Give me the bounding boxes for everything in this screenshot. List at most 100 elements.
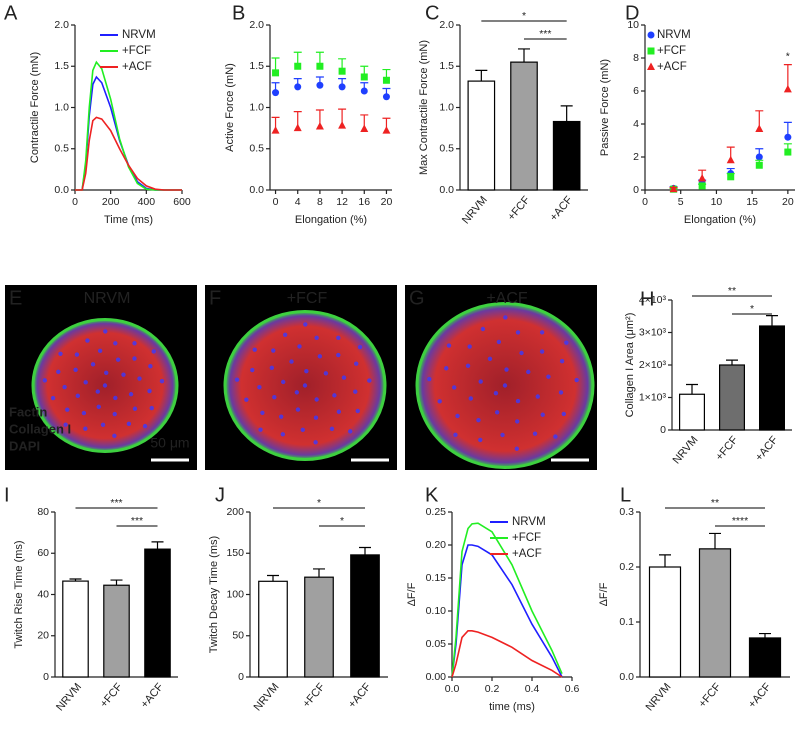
- significance-label: *: [522, 10, 526, 22]
- nucleus: [260, 410, 265, 415]
- y-tick-label: 0.5: [249, 143, 264, 155]
- bar: [350, 554, 380, 678]
- significance-label: **: [728, 285, 736, 297]
- nucleus: [149, 405, 154, 411]
- y-tick-label: 0.0: [619, 671, 634, 683]
- x-tick-label: +FCF: [713, 434, 740, 463]
- marker: [272, 89, 280, 97]
- nucleus: [83, 426, 88, 431]
- nucleus: [336, 335, 341, 341]
- y-tick-label: 0.00: [426, 671, 447, 683]
- nucleus: [559, 359, 565, 364]
- marker: [315, 121, 324, 130]
- image-title: +ACF: [486, 290, 528, 307]
- panel-label: C: [425, 2, 439, 24]
- x-tick-label: 20: [782, 196, 794, 208]
- marker: [294, 83, 302, 91]
- x-tick-label: NRVM: [460, 194, 490, 226]
- panel-label: J: [215, 484, 225, 506]
- y-tick-label: 1.0: [249, 101, 264, 113]
- nucleus: [355, 408, 360, 414]
- nucleus: [137, 376, 142, 381]
- error-bar: [659, 554, 671, 567]
- nucleus: [151, 349, 156, 354]
- x-tick-label: 16: [358, 196, 370, 208]
- bar: [62, 580, 89, 678]
- nucleus: [329, 426, 335, 431]
- error-bar: [69, 578, 82, 582]
- nucleus: [112, 433, 117, 438]
- x-tick-label: 0: [642, 196, 648, 208]
- nucleus: [353, 389, 358, 394]
- marker: [698, 173, 707, 182]
- nucleus: [503, 315, 508, 320]
- nucleus: [63, 422, 68, 427]
- line-series: [75, 116, 182, 191]
- nucleus: [314, 335, 319, 341]
- nucleus: [271, 348, 276, 353]
- nucleus: [546, 374, 551, 379]
- marker: [698, 182, 706, 190]
- panel-label: A: [4, 2, 18, 24]
- x-tick-label: 10: [711, 196, 723, 208]
- y-axis-label: Active Force (mN): [224, 63, 236, 152]
- nucleus: [103, 329, 108, 334]
- legend-label: NRVM: [122, 29, 156, 41]
- panel-label: H: [640, 288, 654, 310]
- nucleus: [147, 388, 152, 394]
- x-tick-label: 15: [746, 196, 758, 208]
- nucleus: [357, 344, 363, 350]
- y-tick-label: 0.0: [249, 184, 264, 196]
- nucleus: [453, 432, 458, 437]
- nucleus: [451, 385, 457, 390]
- legend-label: +ACF: [657, 61, 687, 73]
- marker: [647, 62, 655, 70]
- y-tick-label: 0: [660, 424, 666, 436]
- y-tick-label: 0.1: [619, 616, 634, 628]
- x-axis-label: time (ms): [489, 701, 535, 713]
- y-tick-label: 4×10³: [639, 294, 667, 306]
- y-tick-label: 2×10³: [639, 359, 667, 371]
- marker: [726, 155, 735, 164]
- x-tick-label: +FCF: [696, 681, 723, 710]
- x-tick-label: NRVM: [252, 681, 282, 713]
- panel-label: G: [409, 287, 425, 309]
- marker: [360, 124, 369, 132]
- bar: [758, 325, 785, 431]
- marker: [669, 184, 678, 193]
- stain-label: Collagen I: [9, 421, 71, 436]
- nucleus: [297, 344, 302, 349]
- legend-label: +ACF: [122, 61, 152, 73]
- error-bar: [313, 568, 325, 578]
- legend-label: +FCF: [122, 45, 151, 57]
- y-tick-label: 10: [627, 19, 639, 31]
- nucleus: [252, 347, 257, 352]
- marker: [293, 123, 302, 132]
- nucleus: [104, 370, 109, 375]
- marker: [382, 93, 390, 101]
- bar: [258, 580, 288, 678]
- y-tick-label: 60: [37, 547, 49, 559]
- marker: [727, 173, 735, 181]
- legend-label: +FCF: [657, 45, 686, 57]
- marker: [784, 148, 792, 156]
- nucleus: [81, 410, 87, 416]
- y-tick-label: 0.5: [439, 143, 454, 155]
- marker: [647, 31, 655, 39]
- x-axis-label: Time (ms): [104, 214, 153, 226]
- x-tick-label: 0.0: [445, 683, 460, 695]
- x-tick-label: 0.6: [565, 683, 580, 695]
- y-axis-label: Collagen I Area (μm²): [624, 313, 636, 418]
- nucleus: [250, 367, 255, 373]
- nucleus: [526, 369, 531, 375]
- marker: [784, 133, 792, 141]
- x-tick-label: 0.2: [485, 683, 500, 695]
- x-tick-label: 5: [678, 196, 684, 208]
- y-tick-label: 0.0: [54, 184, 69, 196]
- error-bar: [686, 383, 698, 395]
- nucleus: [278, 414, 284, 419]
- nucleus: [317, 354, 323, 359]
- y-axis-label: Max Contractile Force (mN): [418, 40, 430, 175]
- nucleus: [272, 394, 277, 400]
- bar: [103, 584, 130, 678]
